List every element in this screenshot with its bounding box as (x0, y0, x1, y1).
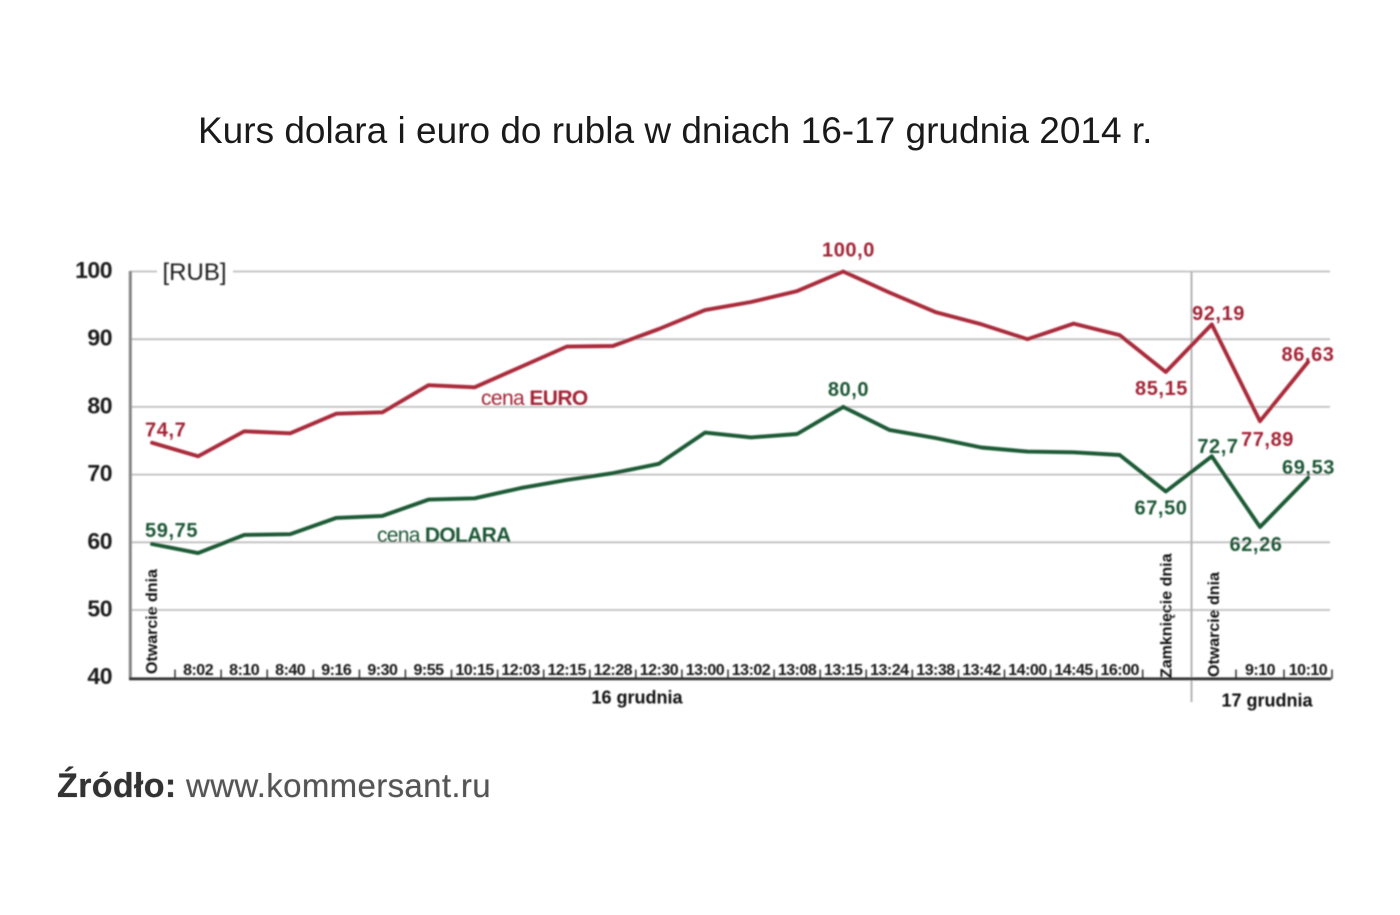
svg-text:13:38: 13:38 (916, 662, 955, 679)
svg-text:10:15: 10:15 (455, 662, 494, 679)
svg-text:74,7: 74,7 (145, 420, 186, 442)
svg-text:Otwarcie dnia: Otwarcie dnia (144, 569, 161, 674)
svg-text:100: 100 (75, 257, 112, 283)
svg-text:13:02: 13:02 (732, 662, 771, 679)
svg-text:69,53: 69,53 (1282, 457, 1335, 479)
svg-text:13:42: 13:42 (962, 662, 1001, 679)
svg-text:9:55: 9:55 (413, 662, 444, 679)
svg-text:9:10: 9:10 (1245, 662, 1276, 679)
svg-text:100,0: 100,0 (822, 240, 875, 262)
svg-text:8:02: 8:02 (183, 662, 214, 679)
svg-text:12:15: 12:15 (547, 662, 586, 679)
svg-text:85,15: 85,15 (1135, 378, 1188, 400)
svg-text:12:28: 12:28 (594, 662, 633, 679)
svg-text:90: 90 (87, 325, 112, 351)
svg-text:60: 60 (87, 528, 112, 554)
svg-text:cena DOLARA: cena DOLARA (377, 524, 511, 547)
svg-text:92,19: 92,19 (1192, 303, 1245, 325)
svg-text:62,26: 62,26 (1229, 534, 1282, 556)
svg-text:8:10: 8:10 (229, 662, 260, 679)
svg-text:[RUB]: [RUB] (163, 259, 227, 286)
svg-text:80: 80 (87, 392, 112, 418)
svg-text:13:08: 13:08 (778, 662, 817, 679)
svg-text:72,7: 72,7 (1197, 436, 1238, 458)
svg-text:50: 50 (87, 596, 112, 622)
svg-text:8:40: 8:40 (275, 662, 306, 679)
svg-text:13:24: 13:24 (870, 662, 909, 679)
svg-text:16 grudnia: 16 grudnia (591, 688, 683, 708)
svg-text:70: 70 (87, 460, 112, 486)
svg-text:14:45: 14:45 (1054, 662, 1093, 679)
svg-text:14:00: 14:00 (1008, 662, 1047, 679)
svg-text:Zamknięcie dnia: Zamknięcie dnia (1159, 553, 1176, 678)
svg-text:67,50: 67,50 (1134, 498, 1187, 520)
svg-text:86,63: 86,63 (1281, 344, 1334, 366)
svg-text:12:30: 12:30 (640, 662, 679, 679)
svg-text:9:16: 9:16 (321, 662, 352, 679)
svg-text:12:03: 12:03 (501, 662, 540, 679)
svg-text:77,89: 77,89 (1241, 429, 1294, 451)
svg-text:cena EURO: cena EURO (481, 387, 588, 410)
svg-text:59,75: 59,75 (145, 520, 198, 542)
svg-text:17 grudnia: 17 grudnia (1221, 691, 1313, 711)
svg-text:80,0: 80,0 (828, 379, 869, 401)
svg-text:16:00: 16:00 (1100, 662, 1139, 679)
svg-text:13:00: 13:00 (686, 662, 725, 679)
svg-text:9:30: 9:30 (367, 662, 398, 679)
svg-text:Otwarcie dnia: Otwarcie dnia (1206, 572, 1223, 677)
svg-text:13:15: 13:15 (824, 662, 863, 679)
svg-text:10:10: 10:10 (1289, 662, 1328, 679)
svg-text:40: 40 (87, 663, 112, 689)
